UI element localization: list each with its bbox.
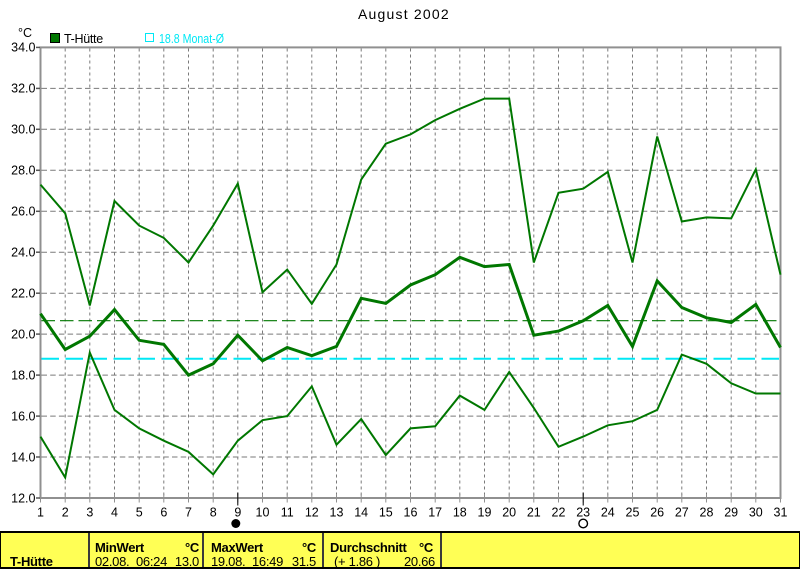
svg-text:11: 11: [281, 506, 294, 520]
svg-text:34.0: 34.0: [11, 41, 35, 55]
svg-text:16.0: 16.0: [11, 409, 35, 423]
svg-text:24: 24: [601, 506, 615, 520]
svg-text:8: 8: [210, 506, 217, 520]
svg-text:12: 12: [305, 506, 319, 520]
svg-text:14: 14: [354, 506, 368, 520]
svg-text:25: 25: [626, 506, 640, 520]
svg-text:10: 10: [256, 506, 270, 520]
svg-text:19: 19: [478, 506, 492, 520]
svg-text:20.0: 20.0: [11, 327, 35, 341]
svg-text:20: 20: [502, 506, 516, 520]
svg-text:29: 29: [724, 506, 738, 520]
svg-text:31: 31: [774, 506, 788, 520]
svg-text:27: 27: [675, 506, 689, 520]
svg-text:1: 1: [37, 506, 44, 520]
svg-text:12.0: 12.0: [11, 491, 35, 505]
svg-text:28: 28: [700, 506, 714, 520]
svg-text:26: 26: [650, 506, 664, 520]
svg-text:23: 23: [576, 506, 590, 520]
svg-text:13: 13: [330, 506, 344, 520]
svg-text:22.0: 22.0: [11, 287, 35, 301]
svg-text:15: 15: [379, 506, 393, 520]
svg-text:14.0: 14.0: [11, 450, 35, 464]
svg-text:16: 16: [404, 506, 418, 520]
svg-text:24.0: 24.0: [11, 246, 35, 260]
svg-text:2: 2: [62, 506, 69, 520]
svg-text:30: 30: [749, 506, 763, 520]
svg-text:22: 22: [552, 506, 566, 520]
svg-text:3: 3: [86, 506, 93, 520]
svg-text:9: 9: [234, 506, 241, 520]
svg-text:18: 18: [453, 506, 467, 520]
svg-text:30.0: 30.0: [11, 123, 35, 137]
svg-text:18.0: 18.0: [11, 368, 35, 382]
svg-text:32.0: 32.0: [11, 82, 35, 96]
svg-text:7: 7: [185, 506, 192, 520]
svg-text:4: 4: [111, 506, 118, 520]
svg-text:21: 21: [527, 506, 541, 520]
svg-text:5: 5: [136, 506, 143, 520]
svg-text:17: 17: [428, 506, 442, 520]
svg-text:6: 6: [160, 506, 167, 520]
svg-text:26.0: 26.0: [11, 205, 35, 219]
svg-text:28.0: 28.0: [11, 164, 35, 178]
